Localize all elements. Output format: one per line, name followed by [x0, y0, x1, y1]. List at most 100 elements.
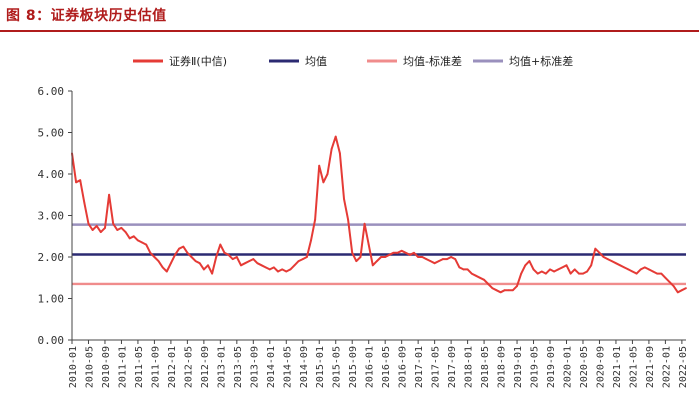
data-point: [466, 268, 469, 271]
x-tick-label: 2011-09: [150, 346, 161, 388]
legend-item-3: 均值+标准差: [473, 54, 573, 68]
data-point: [169, 262, 172, 265]
x-tick-label: 2020-01: [562, 346, 573, 388]
series-layer: [71, 135, 687, 294]
data-point: [404, 251, 407, 254]
data-point: [326, 173, 329, 175]
x-tick-label: 2012-09: [200, 346, 211, 388]
data-point: [446, 258, 448, 260]
data-point: [388, 254, 391, 256]
data-point: [685, 287, 687, 290]
data-point: [219, 243, 222, 246]
x-tick-label: 2014-09: [299, 346, 310, 388]
x-tick-label: 2016-09: [398, 346, 409, 388]
data-point: [108, 193, 110, 196]
data-point: [182, 245, 185, 248]
data-point: [330, 148, 333, 151]
data-point: [668, 281, 671, 283]
data-point: [223, 251, 226, 254]
data-point: [429, 260, 432, 263]
x-tick-label: 2019-09: [546, 346, 557, 388]
data-point: [301, 258, 304, 260]
x-tick-label: 2013-09: [249, 346, 260, 388]
data-point: [656, 272, 659, 275]
data-point: [285, 270, 288, 273]
data-point: [417, 256, 420, 258]
x-tick-label: 2022-01: [661, 346, 672, 388]
data-point: [392, 251, 395, 254]
data-point: [676, 291, 679, 294]
data-point: [363, 222, 366, 225]
data-point: [120, 227, 123, 229]
data-point: [194, 260, 197, 263]
data-point: [297, 260, 300, 263]
data-point: [437, 260, 440, 263]
axes: 0.00 1.00 2.00 3.00 4.00 5.00 6.00 2010-01 2010-…: [38, 85, 689, 388]
y-tick-label: 6.00: [38, 85, 65, 98]
data-point: [577, 272, 580, 275]
data-point: [396, 251, 399, 254]
data-point: [450, 256, 453, 258]
x-tick-label: 2021-01: [612, 346, 623, 388]
title-divider: [0, 30, 699, 32]
data-point: [264, 266, 267, 269]
x-tick-label: 2017-05: [431, 346, 442, 388]
data-point: [231, 258, 234, 260]
data-point: [268, 268, 271, 271]
data-point: [277, 270, 279, 273]
data-point: [235, 256, 238, 258]
data-point: [462, 268, 465, 271]
data-point: [186, 251, 189, 254]
data-point: [149, 251, 152, 254]
data-point: [198, 262, 201, 265]
data-point: [124, 231, 127, 234]
data-point: [520, 272, 523, 275]
data-point: [141, 241, 143, 244]
x-tick-label: 2016-01: [365, 346, 376, 388]
x-tick-label: 2019-05: [530, 346, 541, 388]
y-tick-label: 3.00: [38, 210, 65, 223]
data-point: [569, 272, 572, 275]
data-point: [532, 268, 535, 271]
x-tick-label: 2021-09: [645, 346, 656, 388]
data-point: [202, 268, 205, 271]
data-point: [627, 268, 630, 271]
data-point: [87, 222, 90, 225]
data-point: [549, 268, 551, 271]
data-point: [615, 262, 617, 265]
figure-title-bar: 图 8：证券板块历史估值: [0, 0, 699, 32]
data-point: [343, 198, 345, 200]
x-tick-label: 2015-01: [315, 346, 326, 388]
data-point: [305, 256, 308, 258]
data-point: [83, 202, 86, 204]
data-point: [586, 270, 589, 273]
data-point: [635, 272, 638, 275]
data-point: [454, 258, 457, 260]
x-tick-label: 2010-01: [68, 346, 79, 388]
data-point: [425, 258, 428, 260]
data-point: [91, 229, 94, 231]
x-tick-label: 2011-01: [117, 346, 128, 388]
data-point: [582, 272, 584, 275]
x-tick-label: 2020-09: [595, 346, 606, 388]
x-tick-label: 2017-09: [447, 346, 458, 388]
data-point: [458, 266, 461, 269]
data-point: [573, 268, 576, 271]
data-point: [516, 285, 518, 287]
x-tick-label: 2018-09: [497, 346, 508, 388]
data-point: [512, 289, 514, 292]
data-point: [639, 268, 642, 271]
data-point: [273, 266, 275, 269]
data-point: [190, 256, 193, 258]
data-point: [178, 247, 181, 250]
data-point: [421, 256, 424, 258]
x-tick-label: 2015-09: [348, 346, 359, 388]
data-point: [376, 260, 378, 263]
data-point: [487, 283, 490, 285]
data-point: [338, 152, 341, 155]
data-point: [384, 256, 387, 258]
data-point: [260, 264, 263, 267]
data-point: [293, 264, 296, 267]
data-point: [565, 264, 568, 267]
